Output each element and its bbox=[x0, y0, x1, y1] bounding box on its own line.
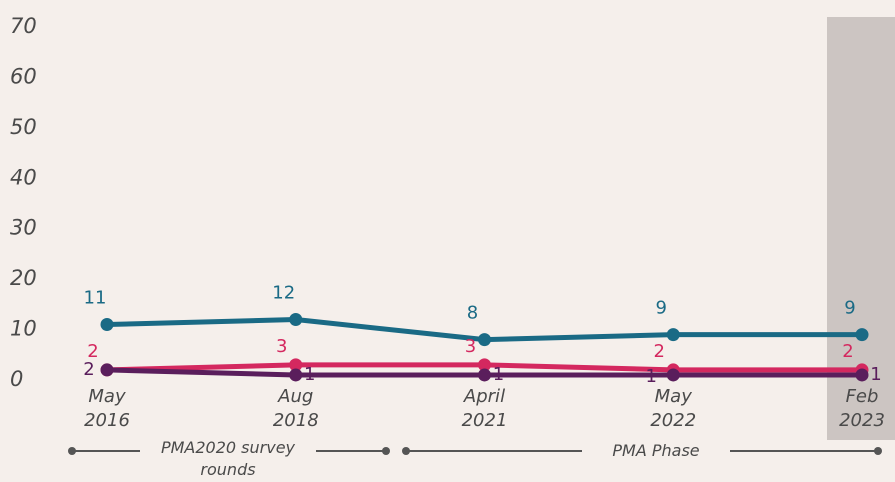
data-point bbox=[100, 363, 114, 377]
data-label: 8 bbox=[467, 303, 478, 324]
y-tick-label: 60 bbox=[10, 64, 37, 88]
data-label: 2 bbox=[83, 359, 94, 380]
bracket-dot bbox=[874, 447, 882, 455]
x-tick-label: May 2016 bbox=[84, 386, 130, 431]
y-tick-label: 0 bbox=[10, 367, 23, 391]
data-point bbox=[855, 368, 869, 382]
bracket-dot bbox=[382, 447, 390, 455]
x-tick-label: April 2021 bbox=[461, 386, 508, 431]
data-label: 3 bbox=[276, 336, 287, 357]
data-point bbox=[855, 328, 869, 342]
data-label: 1 bbox=[646, 366, 657, 387]
data-point bbox=[289, 358, 303, 372]
data-label: 11 bbox=[84, 288, 107, 309]
data-label: 2 bbox=[654, 341, 665, 362]
data-label: 12 bbox=[272, 282, 295, 303]
y-tick-label: 30 bbox=[10, 216, 37, 240]
y-tick-label: 20 bbox=[10, 266, 37, 290]
data-point bbox=[666, 328, 680, 342]
data-point bbox=[478, 358, 491, 372]
data-label: 2 bbox=[87, 341, 98, 362]
y-tick-label: 70 bbox=[10, 14, 37, 38]
bracket-dot bbox=[402, 447, 410, 455]
data-label: 9 bbox=[844, 298, 855, 319]
annotation: PMA2020 survey rounds bbox=[160, 438, 296, 479]
data-point bbox=[289, 312, 303, 326]
x-tick-label: Aug 2018 bbox=[272, 386, 319, 431]
y-tick-label: 10 bbox=[10, 317, 37, 341]
x-tick-label: May 2022 bbox=[650, 386, 697, 431]
data-point bbox=[478, 368, 491, 382]
x-tick-label: Feb 2023 bbox=[839, 386, 885, 431]
bracket-dot bbox=[68, 447, 76, 455]
data-label: 1 bbox=[493, 364, 504, 385]
y-tick-label: 50 bbox=[10, 115, 37, 139]
bracket-dots bbox=[68, 447, 882, 455]
data-label: 2 bbox=[842, 341, 853, 362]
data-label: 9 bbox=[656, 298, 667, 319]
data-label: 1 bbox=[870, 364, 881, 385]
data-point bbox=[666, 368, 680, 382]
data-label: 3 bbox=[465, 336, 476, 357]
data-point bbox=[100, 318, 114, 332]
data-label: 1 bbox=[304, 364, 315, 385]
data-point bbox=[478, 333, 491, 347]
annotation: PMA Phase bbox=[612, 441, 700, 460]
data-point bbox=[289, 368, 303, 382]
y-tick-label: 40 bbox=[10, 165, 37, 189]
